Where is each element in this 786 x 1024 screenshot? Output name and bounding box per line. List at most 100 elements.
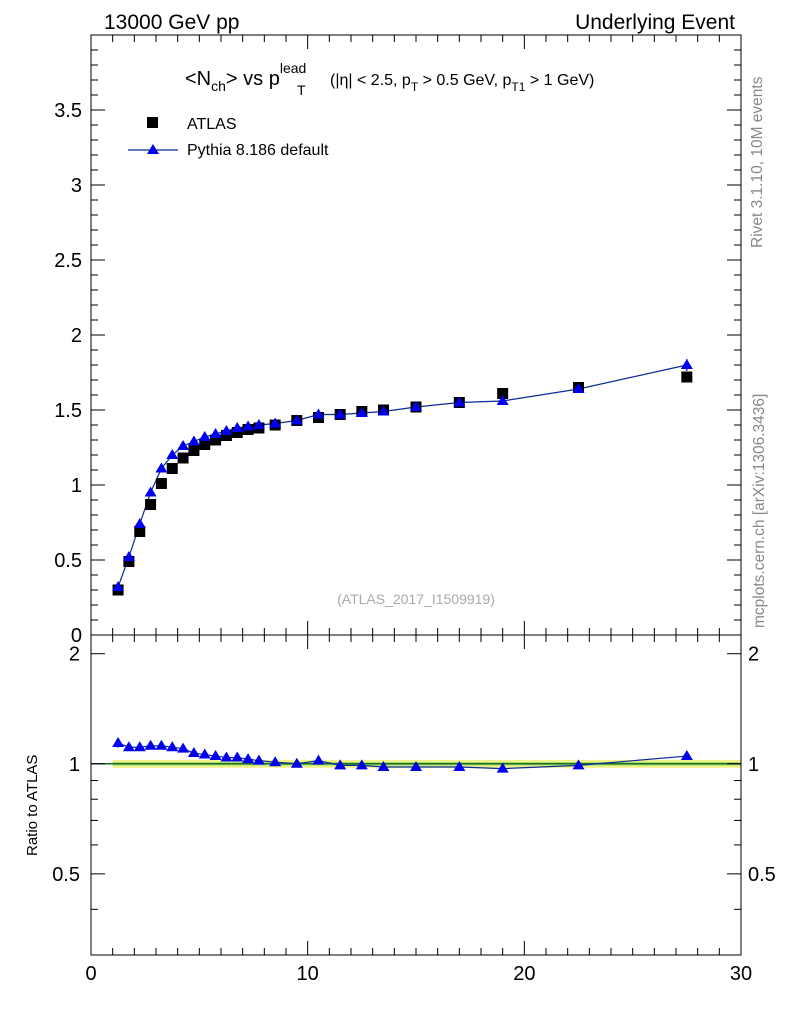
main-panel: 00.511.522.533.5 <Nch> vs plead T(|η| < 2… bbox=[54, 34, 742, 647]
ratio-point bbox=[187, 747, 200, 758]
y-tick-label: 0.5 bbox=[54, 550, 82, 572]
ratio-point bbox=[242, 753, 255, 764]
mc-point bbox=[312, 408, 325, 419]
title-main-rest: > vs p bbox=[226, 68, 280, 90]
mc-point bbox=[572, 383, 585, 393]
ratio-point bbox=[122, 741, 135, 752]
title-cuts-sub1: T bbox=[411, 80, 419, 94]
mc-point bbox=[496, 395, 509, 405]
y-tick-label: 2.5 bbox=[54, 250, 82, 272]
mc-series bbox=[112, 359, 693, 591]
y-tick-label: 3.5 bbox=[54, 100, 82, 122]
analysis-watermark: (ATLAS_2017_I1509919) bbox=[337, 591, 495, 607]
y-tick-label: 1.5 bbox=[54, 400, 82, 422]
ratio-point bbox=[198, 748, 211, 759]
ratio-point bbox=[334, 759, 347, 770]
ratio-series bbox=[112, 736, 693, 773]
mc-point bbox=[377, 405, 390, 416]
data-point bbox=[177, 452, 189, 464]
ratio-point bbox=[177, 742, 190, 753]
title-cuts-sub2: T1 bbox=[511, 80, 525, 94]
ratio-point bbox=[112, 736, 125, 747]
main-y-tick-labels: 0 0.5 1 1.5 2 2.5 3 3.5 bbox=[54, 100, 82, 647]
mc-point bbox=[355, 407, 368, 417]
data-point bbox=[210, 434, 222, 446]
energy-label: 13000 GeV pp bbox=[104, 11, 239, 34]
ratio-point bbox=[290, 757, 303, 768]
legend-data-marker bbox=[147, 117, 158, 128]
data-point bbox=[188, 445, 200, 456]
ratio-axis-ticks bbox=[90, 635, 742, 956]
x-tick-labels: 0 10 20 30 bbox=[85, 963, 752, 985]
legend-mc-marker bbox=[147, 144, 159, 154]
y-tick-label: 1 bbox=[71, 475, 82, 497]
mc-point bbox=[209, 428, 222, 438]
mc-point bbox=[269, 417, 282, 428]
mc-point bbox=[198, 431, 211, 441]
plot-title: <Nch> vs plead T(|η| < 2.5, pT > 0.5 GeV,… bbox=[185, 60, 594, 98]
ratio-point bbox=[166, 741, 179, 752]
mc-line-path bbox=[117, 364, 687, 588]
ratio-tick-label-left: 2 bbox=[69, 644, 80, 666]
rivet-label: Rivet 3.1.10, 10M events bbox=[749, 76, 766, 248]
ratio-tick-label-right: 0.5 bbox=[748, 864, 776, 886]
ratio-point bbox=[680, 750, 693, 761]
ratio-point bbox=[209, 750, 222, 761]
title-main-sub: ch bbox=[211, 78, 226, 94]
ratio-point bbox=[231, 751, 244, 762]
x-tick-label: 0 bbox=[85, 963, 96, 985]
ratio-point bbox=[155, 739, 168, 750]
mcplots-label: mcplots.cern.ch [arXiv:1306.3436] bbox=[751, 394, 768, 628]
ratio-point bbox=[252, 754, 265, 765]
ratio-panel-frame bbox=[90, 634, 742, 956]
mc-point bbox=[242, 420, 255, 431]
ratio-tick-label-right: 2 bbox=[748, 644, 759, 666]
ratio-point bbox=[220, 751, 233, 762]
data-point bbox=[145, 499, 157, 510]
data-point bbox=[231, 427, 243, 438]
ratio-point bbox=[269, 756, 282, 767]
data-point bbox=[166, 463, 178, 474]
ratio-point bbox=[410, 760, 422, 771]
y-tick-label: 3 bbox=[71, 175, 82, 197]
mc-point bbox=[453, 396, 466, 407]
y-tick-label: 0 bbox=[71, 625, 82, 647]
title-main: <N bbox=[185, 68, 211, 90]
mc-point bbox=[155, 462, 168, 473]
x-tick-label: 30 bbox=[730, 963, 752, 985]
legend-mc-label: Pythia 8.186 default bbox=[187, 142, 329, 159]
ratio-point bbox=[453, 760, 466, 771]
ratio-point bbox=[133, 741, 146, 752]
mc-point bbox=[252, 419, 265, 429]
mc-point bbox=[144, 486, 157, 497]
x-tick-label: 20 bbox=[513, 963, 535, 985]
ratio-tick-label-left: 0.5 bbox=[52, 864, 80, 886]
legend: ATLAS Pythia 8.186 default bbox=[128, 116, 329, 159]
mc-point bbox=[231, 422, 244, 432]
ratio-tick-label-left: 1 bbox=[69, 754, 80, 776]
legend-data-label: ATLAS bbox=[187, 116, 237, 133]
mc-point bbox=[410, 401, 422, 411]
ratio-tick-label-right: 1 bbox=[748, 754, 759, 776]
title-cuts-b: > 0.5 GeV, p bbox=[418, 72, 511, 89]
mc-point bbox=[166, 449, 179, 459]
event-label: Underlying Event bbox=[575, 11, 735, 34]
data-point bbox=[497, 388, 509, 399]
mc-point bbox=[133, 518, 146, 528]
ratio-y-tick-labels: 0.5 0.5 1 1 2 2 bbox=[52, 644, 776, 886]
ratio-panel: 0.5 0.5 1 1 2 2 0 10 20 30 Ratio to ATLAS bbox=[24, 634, 776, 985]
data-point bbox=[681, 371, 693, 383]
mc-point bbox=[334, 408, 347, 419]
mc-point bbox=[220, 425, 233, 435]
ratio-point bbox=[572, 759, 585, 770]
data-point bbox=[155, 478, 167, 489]
y-tick-label: 2 bbox=[71, 325, 82, 347]
title-pt-sup: lead bbox=[280, 60, 306, 76]
ratio-point bbox=[144, 739, 157, 750]
data-point bbox=[199, 439, 211, 450]
data-point bbox=[220, 430, 232, 441]
ratio-point bbox=[312, 754, 325, 765]
mc-point bbox=[177, 440, 190, 450]
mc-point bbox=[290, 414, 303, 425]
